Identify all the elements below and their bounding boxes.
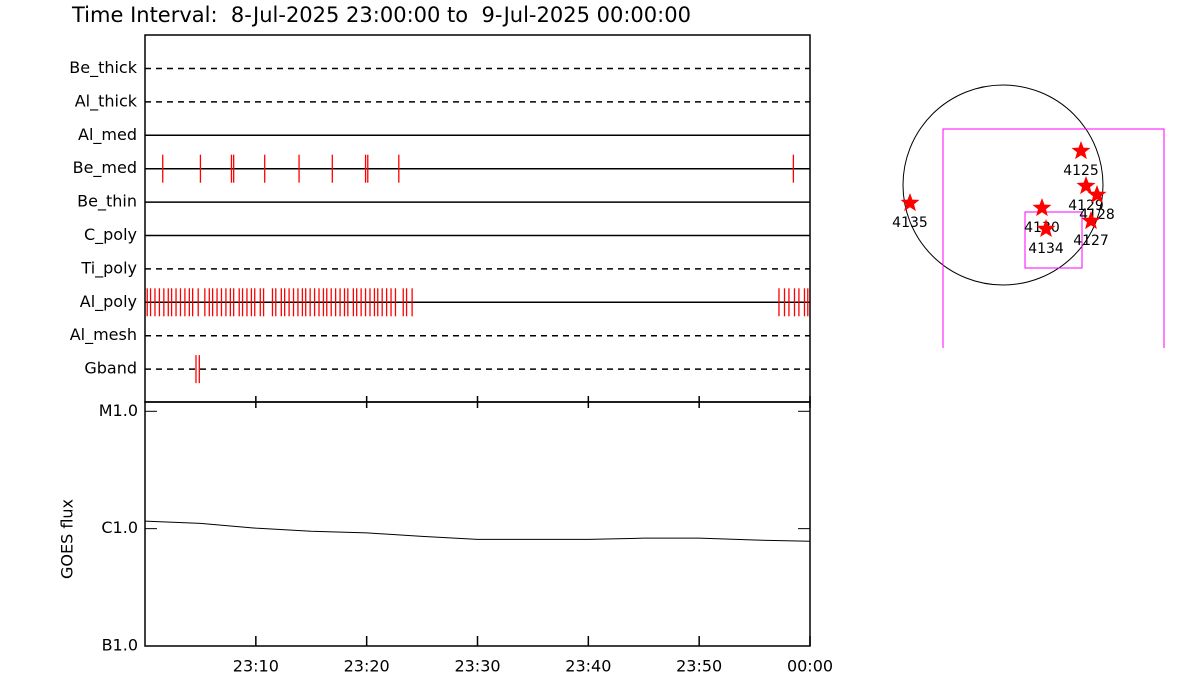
filter-label: Ti_poly <box>80 258 137 278</box>
filter-label: Be_med <box>73 158 137 178</box>
flux-line <box>144 520 811 542</box>
region-label: 4134 <box>1028 241 1064 257</box>
filter-label: Gband <box>84 359 137 378</box>
x-tick-label: 23:50 <box>676 657 722 676</box>
region-label: 4125 <box>1063 163 1099 179</box>
filter-label: C_poly <box>84 225 137 245</box>
active-region <box>1081 211 1101 230</box>
solar-disk <box>902 84 1104 286</box>
filter-label: Al_mesh <box>70 325 137 345</box>
x-tick-label: 23:30 <box>454 657 500 676</box>
active-region <box>1036 219 1056 237</box>
y-tick-label: B1.0 <box>102 636 138 655</box>
active-region <box>900 193 920 212</box>
active-region <box>1032 198 1052 217</box>
y-tick-label: C1.0 <box>101 518 138 537</box>
active-region <box>1076 176 1096 195</box>
region-label: 4127 <box>1073 233 1109 249</box>
region-label: 4135 <box>892 215 928 231</box>
active-region <box>1087 185 1107 204</box>
y-axis-label: GOES flux <box>58 499 77 579</box>
chart-title: Time Interval: 8-Jul-2025 23:00:00 to 9-… <box>71 3 691 27</box>
filter-label: Be_thin <box>77 192 137 212</box>
fov-box-small <box>1024 211 1083 269</box>
filter-label: Al_thick <box>75 91 138 111</box>
x-tick-label: 23:20 <box>344 657 390 676</box>
filter-label: Be_thick <box>69 58 137 78</box>
region-label: 4129 <box>1068 198 1104 214</box>
x-tick-label: 23:10 <box>233 657 279 676</box>
y-tick-label: M1.0 <box>99 401 138 420</box>
x-tick-label: 00:00 <box>787 657 833 676</box>
timeline-frame <box>144 34 811 403</box>
flux-frame <box>144 401 811 647</box>
filter-label: Al_poly <box>80 292 137 312</box>
x-tick-label: 23:40 <box>565 657 611 676</box>
filter-label: Al_med <box>78 125 137 145</box>
fov-box <box>942 128 1165 348</box>
active-region <box>1071 141 1091 160</box>
